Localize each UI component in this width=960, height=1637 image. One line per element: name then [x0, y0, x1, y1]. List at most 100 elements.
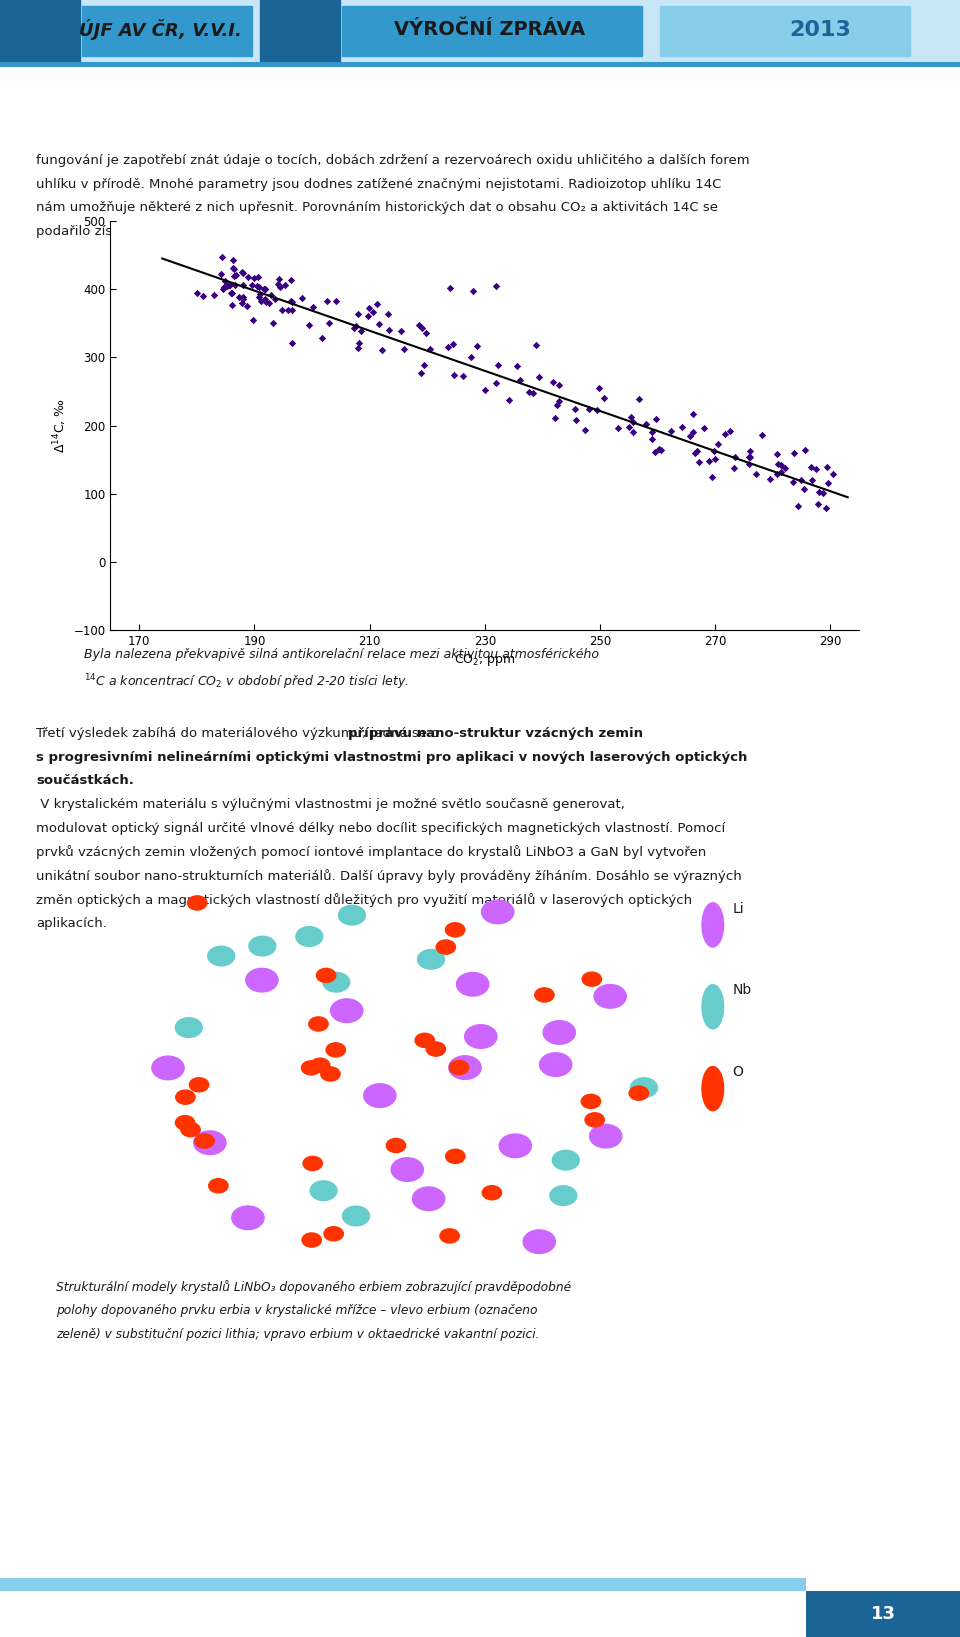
- Circle shape: [594, 984, 626, 1008]
- Circle shape: [523, 1229, 556, 1254]
- Point: [234, 290, 250, 316]
- Point: [654, 437, 669, 463]
- Text: V krystalickém materiálu s výlučnými vlastnostmi je možné světlo současně genero: V krystalickém materiálu s výlučnými vla…: [36, 797, 625, 810]
- Circle shape: [440, 1229, 459, 1242]
- Circle shape: [482, 1185, 502, 1200]
- Point: [347, 314, 362, 340]
- Point: [252, 273, 267, 300]
- Point: [819, 453, 834, 480]
- Point: [195, 283, 210, 309]
- Point: [396, 336, 412, 362]
- Circle shape: [702, 985, 724, 1030]
- Point: [443, 275, 458, 301]
- Circle shape: [482, 900, 514, 923]
- Circle shape: [231, 1206, 264, 1229]
- Point: [589, 398, 605, 424]
- Point: [685, 419, 701, 445]
- Point: [528, 332, 543, 359]
- Point: [762, 467, 778, 493]
- Text: Třetí výsledek zabíhá do materiálového výzkumu, jedná se o: Třetí výsledek zabíhá do materiálového v…: [36, 727, 444, 740]
- Point: [234, 259, 250, 285]
- Bar: [660, 7, 910, 56]
- Point: [267, 286, 282, 313]
- Circle shape: [550, 1185, 577, 1205]
- Point: [226, 257, 241, 283]
- Point: [419, 319, 434, 345]
- Bar: [342, 7, 642, 56]
- Point: [754, 422, 769, 449]
- Circle shape: [303, 1156, 323, 1170]
- Circle shape: [323, 972, 349, 992]
- Point: [625, 409, 640, 435]
- Point: [707, 437, 722, 463]
- Point: [257, 277, 273, 303]
- Point: [785, 468, 801, 494]
- Point: [818, 494, 833, 521]
- Text: 13: 13: [871, 1606, 896, 1622]
- Point: [769, 440, 784, 467]
- Point: [240, 293, 255, 319]
- Point: [568, 408, 584, 434]
- Circle shape: [309, 1017, 328, 1031]
- Circle shape: [436, 940, 455, 954]
- Point: [774, 460, 789, 486]
- Point: [295, 285, 310, 311]
- Circle shape: [189, 1077, 208, 1092]
- Point: [225, 247, 240, 273]
- Point: [370, 291, 385, 318]
- Point: [231, 285, 247, 311]
- Point: [240, 264, 255, 290]
- Point: [644, 419, 660, 445]
- Point: [217, 273, 232, 300]
- Point: [811, 478, 827, 504]
- Circle shape: [326, 1043, 346, 1058]
- Point: [271, 265, 286, 291]
- Point: [348, 313, 363, 339]
- Point: [283, 288, 299, 314]
- Point: [411, 313, 426, 339]
- Circle shape: [296, 927, 323, 946]
- Point: [441, 334, 456, 360]
- Point: [684, 401, 700, 427]
- Point: [547, 404, 563, 431]
- Point: [251, 264, 266, 290]
- Circle shape: [629, 1085, 649, 1100]
- Circle shape: [207, 946, 234, 966]
- Point: [488, 370, 503, 396]
- Point: [804, 467, 819, 493]
- Text: polohy dopovaného prvku erbia v krystalické mřížce – vlevo erbium (označeno: polohy dopovaného prvku erbia v krystali…: [56, 1303, 538, 1316]
- Point: [301, 311, 317, 337]
- Bar: [0, 0, 80, 62]
- Point: [315, 324, 330, 350]
- Point: [417, 352, 432, 378]
- Circle shape: [364, 1084, 396, 1107]
- Point: [446, 362, 462, 388]
- Circle shape: [249, 936, 276, 956]
- Point: [804, 453, 819, 480]
- Point: [623, 404, 638, 431]
- Point: [350, 334, 366, 360]
- Circle shape: [194, 1131, 226, 1154]
- Circle shape: [535, 987, 554, 1002]
- Circle shape: [702, 1067, 724, 1112]
- Text: součástkách.: součástkách.: [36, 774, 134, 787]
- Point: [489, 273, 504, 300]
- Point: [774, 452, 789, 478]
- Point: [265, 311, 280, 337]
- Point: [258, 288, 274, 314]
- Point: [567, 396, 583, 422]
- Point: [722, 417, 737, 444]
- Point: [466, 277, 481, 304]
- Point: [741, 452, 756, 478]
- Point: [697, 414, 712, 440]
- Point: [284, 331, 300, 357]
- Point: [510, 354, 525, 380]
- Circle shape: [418, 949, 444, 969]
- Point: [691, 449, 707, 475]
- Point: [807, 455, 823, 481]
- Point: [250, 273, 265, 300]
- Text: s progresivními nelineárními optickými vlastnostmi pro aplikaci v nových laserov: s progresivními nelineárními optickými v…: [36, 750, 748, 763]
- Circle shape: [301, 1061, 321, 1076]
- Point: [275, 298, 290, 324]
- Point: [256, 275, 272, 301]
